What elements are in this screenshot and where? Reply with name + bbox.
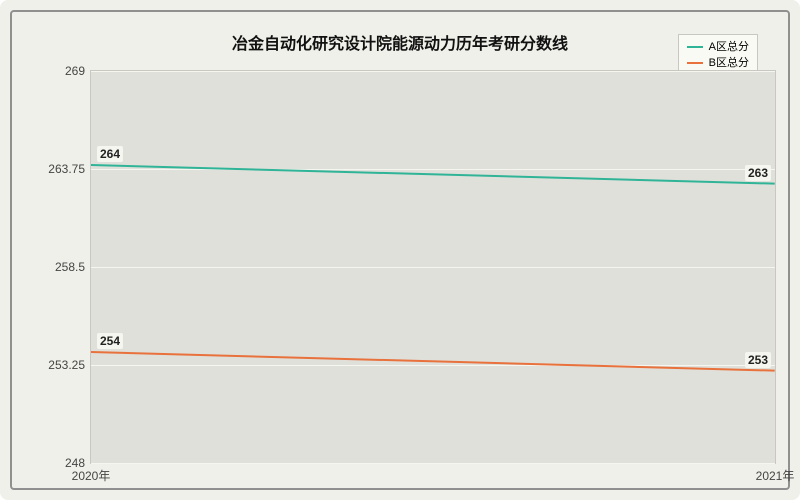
- point-label: 253: [745, 352, 771, 368]
- y-tick-label: 258.5: [55, 260, 85, 274]
- gridline: [91, 463, 775, 464]
- point-label: 263: [745, 165, 771, 181]
- legend-swatch-a: [687, 46, 703, 48]
- legend-label-a: A区总分: [709, 39, 749, 55]
- legend-item-b: B区总分: [687, 55, 749, 71]
- y-tick-label: 253.25: [48, 358, 85, 372]
- gridline: [91, 267, 775, 268]
- series-line: [91, 351, 775, 372]
- gridline: [91, 365, 775, 366]
- legend-item-a: A区总分: [687, 39, 749, 55]
- chart-container: 冶金自动化研究设计院能源动力历年考研分数线 A区总分 B区总分 248253.2…: [0, 0, 800, 500]
- chart-frame: 冶金自动化研究设计院能源动力历年考研分数线 A区总分 B区总分 248253.2…: [10, 10, 790, 490]
- gridline: [91, 71, 775, 72]
- y-tick-label: 263.75: [48, 162, 85, 176]
- gridline: [91, 169, 775, 170]
- x-tick-label: 2021年: [756, 467, 795, 484]
- chart-title: 冶金自动化研究设计院能源动力历年考研分数线: [12, 30, 788, 54]
- legend-swatch-b: [687, 62, 703, 64]
- point-label: 254: [97, 333, 123, 349]
- y-tick-label: 269: [65, 64, 85, 78]
- series-line: [91, 164, 775, 185]
- legend-label-b: B区总分: [709, 55, 749, 71]
- plot-area: 248253.25258.5263.752692020年2021年2642632…: [90, 70, 776, 464]
- point-label: 264: [97, 146, 123, 162]
- x-tick-label: 2020年: [72, 467, 111, 484]
